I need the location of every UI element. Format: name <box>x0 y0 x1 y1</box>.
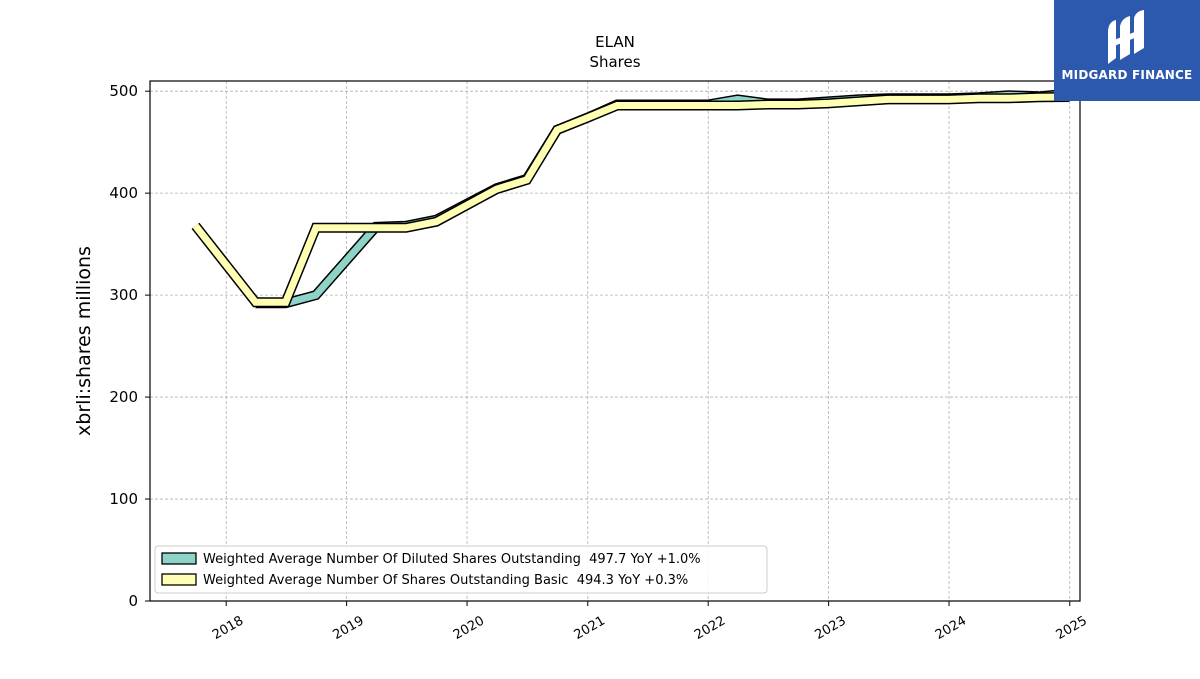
y-tick-label: 0 <box>128 592 138 610</box>
legend-swatch-diluted <box>162 553 196 564</box>
y-tick-label: 500 <box>109 82 138 100</box>
y-tick-label: 100 <box>109 490 138 508</box>
y-tick-label: 200 <box>109 388 138 406</box>
legend-label-diluted: Weighted Average Number Of Diluted Share… <box>203 552 701 567</box>
legend-label-basic: Weighted Average Number Of Shares Outsta… <box>203 573 688 588</box>
y-axis-label: xbrli:shares millions <box>73 246 95 436</box>
y-tick-label: 300 <box>109 286 138 304</box>
legend: Weighted Average Number Of Diluted Share… <box>155 546 767 593</box>
chart-subtitle: Shares <box>589 53 640 71</box>
legend-swatch-basic <box>162 574 196 585</box>
brand-name: MIDGARD FINANCE <box>1054 68 1200 82</box>
brand-logo: MIDGARD FINANCE <box>1054 0 1200 101</box>
y-tick-label: 400 <box>109 184 138 202</box>
chart-title: ELAN <box>595 33 635 51</box>
logo-mark-icon <box>1102 8 1152 66</box>
